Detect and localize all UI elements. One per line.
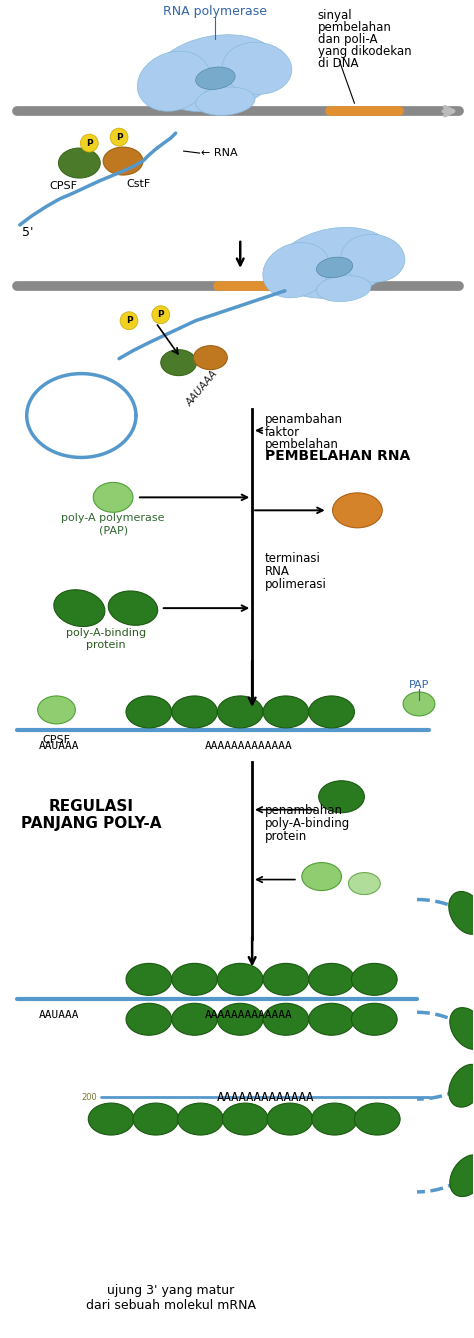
Text: P: P — [126, 316, 132, 325]
Text: poly-A-binding: poly-A-binding — [66, 628, 146, 638]
Ellipse shape — [193, 345, 228, 369]
Circle shape — [152, 306, 170, 324]
Ellipse shape — [317, 257, 353, 278]
Text: PEMBELAHAN RNA: PEMBELAHAN RNA — [265, 450, 410, 463]
Ellipse shape — [172, 1004, 218, 1036]
Text: ← RNA: ← RNA — [201, 149, 237, 158]
Text: CPSF: CPSF — [43, 735, 71, 745]
Ellipse shape — [309, 1004, 355, 1036]
Ellipse shape — [133, 1103, 179, 1135]
Text: AAUAAA: AAUAAA — [185, 369, 220, 408]
Ellipse shape — [309, 963, 355, 995]
Circle shape — [120, 312, 138, 329]
Text: P: P — [157, 310, 164, 320]
Ellipse shape — [333, 492, 382, 527]
Ellipse shape — [218, 963, 263, 995]
Ellipse shape — [450, 1008, 474, 1049]
Text: (PAP): (PAP) — [99, 526, 128, 535]
Text: AAUAAA: AAUAAA — [39, 741, 80, 751]
Text: sinyal: sinyal — [318, 9, 352, 23]
Text: ujung 3' yang matur: ujung 3' yang matur — [107, 1284, 234, 1298]
Ellipse shape — [319, 781, 365, 812]
Ellipse shape — [263, 696, 309, 728]
Ellipse shape — [355, 1103, 400, 1135]
Ellipse shape — [449, 891, 474, 934]
Ellipse shape — [263, 1004, 309, 1036]
Text: REGULASI: REGULASI — [49, 799, 134, 815]
Text: dan poli-A: dan poli-A — [318, 33, 377, 47]
Circle shape — [110, 128, 128, 146]
Ellipse shape — [263, 242, 329, 298]
Ellipse shape — [222, 1103, 268, 1135]
Ellipse shape — [263, 963, 309, 995]
Ellipse shape — [37, 696, 75, 724]
Ellipse shape — [126, 963, 172, 995]
Ellipse shape — [103, 147, 143, 175]
Text: PAP: PAP — [409, 680, 429, 690]
Text: poly-A polymerase: poly-A polymerase — [61, 514, 165, 523]
Ellipse shape — [341, 234, 405, 282]
Text: terminasi: terminasi — [265, 553, 321, 565]
Ellipse shape — [152, 35, 279, 112]
Ellipse shape — [178, 1103, 223, 1135]
Text: protein: protein — [86, 640, 126, 650]
Text: RNA: RNA — [265, 565, 290, 578]
Text: AAUAAA: AAUAAA — [39, 1010, 80, 1021]
Text: polimerasi: polimerasi — [265, 578, 327, 591]
Ellipse shape — [88, 1103, 134, 1135]
Text: pembelahan: pembelahan — [318, 21, 392, 35]
Text: RNA polymerase: RNA polymerase — [164, 5, 267, 17]
Text: protein: protein — [265, 830, 307, 843]
Text: yang dikodekan: yang dikodekan — [318, 45, 411, 59]
Ellipse shape — [348, 872, 380, 895]
Ellipse shape — [403, 692, 435, 716]
Ellipse shape — [137, 51, 210, 111]
Ellipse shape — [172, 696, 218, 728]
Ellipse shape — [196, 67, 235, 90]
Text: P: P — [116, 132, 122, 142]
Ellipse shape — [218, 696, 263, 728]
Ellipse shape — [161, 349, 197, 376]
Ellipse shape — [126, 696, 172, 728]
Text: poly-A-binding: poly-A-binding — [265, 816, 350, 830]
Text: AAAAAAAAAAAAA: AAAAAAAAAAAAA — [204, 741, 292, 751]
Ellipse shape — [351, 963, 397, 995]
Ellipse shape — [312, 1103, 357, 1135]
Text: dari sebuah molekul mRNA: dari sebuah molekul mRNA — [86, 1299, 255, 1313]
Ellipse shape — [58, 149, 100, 178]
Text: AAAAAAAAAAAAA: AAAAAAAAAAAAA — [204, 1010, 292, 1021]
Text: penambahan: penambahan — [265, 804, 343, 816]
Text: di DNA: di DNA — [318, 58, 358, 71]
Text: PANJANG POLY-A: PANJANG POLY-A — [21, 816, 162, 831]
Ellipse shape — [267, 1103, 313, 1135]
Text: 5': 5' — [22, 226, 33, 240]
Ellipse shape — [218, 1004, 263, 1036]
Text: pembelahan: pembelahan — [265, 439, 339, 451]
Ellipse shape — [172, 963, 218, 995]
Ellipse shape — [351, 1004, 397, 1036]
Ellipse shape — [316, 276, 371, 301]
Ellipse shape — [222, 43, 292, 94]
Ellipse shape — [450, 1155, 474, 1196]
Text: 200: 200 — [82, 1093, 97, 1101]
Ellipse shape — [196, 87, 255, 115]
Text: P: P — [86, 139, 92, 147]
Text: AAAAAAAAAAAAA: AAAAAAAAAAAAA — [216, 1090, 314, 1104]
Ellipse shape — [276, 227, 393, 298]
Ellipse shape — [54, 590, 105, 626]
Ellipse shape — [309, 696, 355, 728]
Text: CstF: CstF — [127, 179, 151, 189]
Ellipse shape — [108, 591, 158, 625]
Ellipse shape — [93, 483, 133, 512]
Ellipse shape — [302, 863, 342, 891]
Circle shape — [80, 134, 98, 153]
Ellipse shape — [126, 1004, 172, 1036]
Ellipse shape — [449, 1064, 474, 1107]
Text: faktor: faktor — [265, 425, 300, 439]
Text: CPSF: CPSF — [49, 181, 77, 191]
Text: penambahan: penambahan — [265, 412, 343, 425]
